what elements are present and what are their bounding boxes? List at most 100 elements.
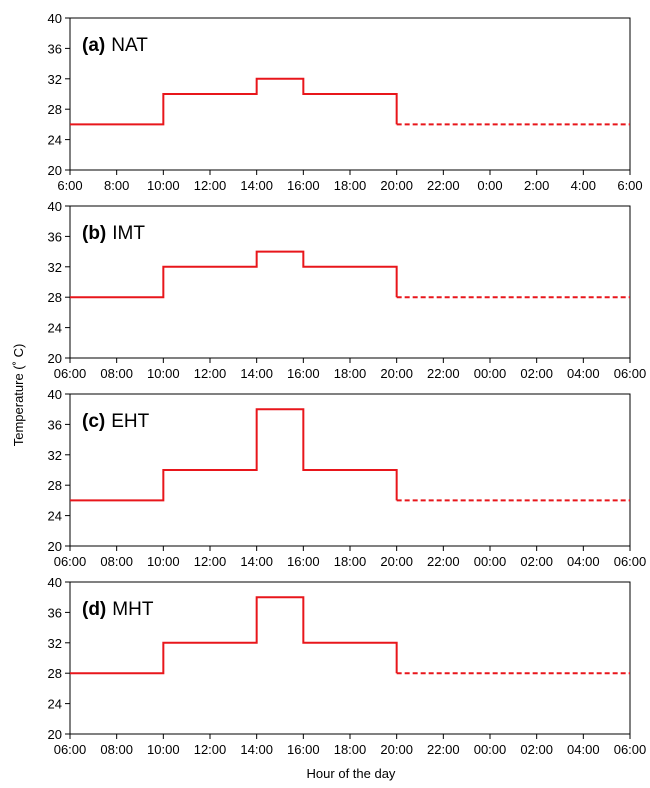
x-tick-label: 02:00 <box>520 366 553 381</box>
y-tick-label: 20 <box>48 727 62 742</box>
temperature-series-line <box>70 596 398 675</box>
x-tick-label: 14:00 <box>240 366 273 381</box>
x-tick-label: 06:00 <box>614 742 647 757</box>
x-tick-label: 02:00 <box>520 742 553 757</box>
y-tick-label: 32 <box>48 72 62 87</box>
x-tick-label: 10:00 <box>147 742 180 757</box>
panel-label: (a) NAT <box>82 35 148 56</box>
temperature-series-line <box>70 77 398 126</box>
x-tick-label: 08:00 <box>100 366 133 381</box>
y-tick-label: 32 <box>48 636 62 651</box>
x-tick-label: 20:00 <box>380 366 413 381</box>
x-tick-label: 20:00 <box>380 178 413 193</box>
x-tick-label: 00:00 <box>474 366 507 381</box>
y-tick-label: 24 <box>48 133 62 148</box>
x-tick-label: 16:00 <box>287 366 320 381</box>
x-tick-label: 00:00 <box>474 742 507 757</box>
panel-label-name: EHT <box>111 411 149 432</box>
chart-panels: 20 24 28 32 36 40 6:00 8:00 10:00 12:00 14:00 16:00… <box>48 11 647 757</box>
panel-label-letter: (b) <box>82 223 106 244</box>
y-tick-label: 28 <box>48 102 62 117</box>
x-tick-label: 00:00 <box>474 554 507 569</box>
x-tick-label: 12:00 <box>194 366 227 381</box>
x-tick-label: 18:00 <box>334 554 367 569</box>
panel-label-name: MHT <box>112 599 154 620</box>
x-tick-label: 16:00 <box>287 742 320 757</box>
x-tick-label: 22:00 <box>427 742 460 757</box>
x-tick-label: 20:00 <box>380 554 413 569</box>
x-tick-label: 10:00 <box>147 554 180 569</box>
x-tick-label: 04:00 <box>567 554 600 569</box>
x-tick-label: 22:00 <box>427 554 460 569</box>
x-tick-label: 08:00 <box>100 742 133 757</box>
chart-panel-d: 20 24 28 32 36 40 06:00 08:00 10:00 12:00 14:00 16:… <box>48 575 647 757</box>
x-tick-label: 2:00 <box>524 178 549 193</box>
y-tick-label: 40 <box>48 575 62 590</box>
x-tick-label: 02:00 <box>520 554 553 569</box>
x-tick-label: 6:00 <box>617 178 642 193</box>
x-tick-label: 14:00 <box>240 554 273 569</box>
y-tick-label: 20 <box>48 539 62 554</box>
x-tick-label: 4:00 <box>571 178 596 193</box>
temperature-series-line <box>70 408 398 502</box>
panel-label: (b) IMT <box>82 223 145 244</box>
y-tick-label: 28 <box>48 290 62 305</box>
y-tick-label: 40 <box>48 199 62 214</box>
x-tick-label: 22:00 <box>427 178 460 193</box>
x-tick-label: 16:00 <box>287 554 320 569</box>
y-tick-label: 36 <box>48 41 62 56</box>
x-tick-label: 04:00 <box>567 742 600 757</box>
panel-label-name: NAT <box>111 35 148 56</box>
x-tick-label: 14:00 <box>240 178 273 193</box>
x-tick-label: 12:00 <box>194 554 227 569</box>
plot-frame <box>69 581 631 735</box>
x-tick-label: 12:00 <box>194 742 227 757</box>
y-tick-label: 20 <box>48 163 62 178</box>
panel-label: (c) EHT <box>82 411 150 432</box>
y-tick-label: 24 <box>48 697 62 712</box>
y-tick-label: 32 <box>48 260 62 275</box>
x-tick-label: 18:00 <box>334 742 367 757</box>
x-tick-label: 20:00 <box>380 742 413 757</box>
y-tick-label: 36 <box>48 229 62 244</box>
x-tick-label: 18:00 <box>334 366 367 381</box>
y-tick-label: 28 <box>48 478 62 493</box>
x-axis-title: Hour of the day <box>307 766 396 781</box>
x-tick-label: 06:00 <box>54 366 87 381</box>
y-tick-label: 32 <box>48 448 62 463</box>
x-tick-label: 16:00 <box>287 178 320 193</box>
temperature-series-line <box>70 250 398 299</box>
plot-frame <box>69 205 631 359</box>
x-tick-label: 06:00 <box>54 554 87 569</box>
panel-label-name: IMT <box>112 223 145 244</box>
x-tick-label: 06:00 <box>54 742 87 757</box>
y-tick-label: 36 <box>48 605 62 620</box>
panel-label-letter: (d) <box>82 599 106 620</box>
y-tick-label: 20 <box>48 351 62 366</box>
x-tick-label: 10:00 <box>147 178 180 193</box>
y-tick-label: 40 <box>48 387 62 402</box>
y-tick-label: 40 <box>48 11 62 26</box>
chart-panel-c: 20 24 28 32 36 40 06:00 08:00 10:00 12:00 14:00 16:… <box>48 387 647 569</box>
panel-label: (d) MHT <box>82 599 154 620</box>
panel-label-letter: (a) <box>82 35 105 56</box>
panel-label-letter: (c) <box>82 411 105 432</box>
x-tick-label: 04:00 <box>567 366 600 381</box>
y-tick-label: 24 <box>48 509 62 524</box>
y-tick-label: 24 <box>48 321 62 336</box>
x-tick-label: 18:00 <box>334 178 367 193</box>
y-tick-label: 36 <box>48 417 62 432</box>
chart-panel-b: 20 24 28 32 36 40 06:00 08:00 10:00 12:00 14:00 16:… <box>48 199 647 381</box>
x-tick-label: 08:00 <box>100 554 133 569</box>
x-tick-label: 8:00 <box>104 178 129 193</box>
chart-panel-a: 20 24 28 32 36 40 6:00 8:00 10:00 12:00 14:00 16:00… <box>48 11 643 193</box>
x-tick-label: 14:00 <box>240 742 273 757</box>
x-tick-label: 10:00 <box>147 366 180 381</box>
x-tick-label: 0:00 <box>477 178 502 193</box>
x-tick-label: 06:00 <box>614 554 647 569</box>
y-axis-title: Temperature (˚ C) <box>11 344 26 447</box>
x-tick-label: 12:00 <box>194 178 227 193</box>
y-tick-label: 28 <box>48 666 62 681</box>
x-tick-label: 6:00 <box>57 178 82 193</box>
